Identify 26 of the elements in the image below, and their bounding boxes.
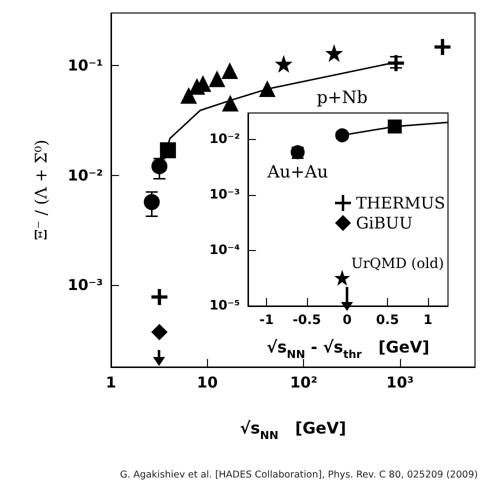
x-tick-label: 1 (106, 374, 116, 392)
x-tick-label: 0.5 (376, 313, 400, 328)
legend-label: GiBUU (356, 214, 413, 232)
y-tick-label: 10⁻⁴ (209, 242, 240, 258)
x-tick-label: 10³ (386, 374, 414, 392)
point (388, 120, 402, 134)
annotation: Au+Au (266, 162, 328, 183)
y-tick-label: 10⁻³ (209, 187, 240, 202)
x-tick-label: 10² (290, 374, 318, 392)
x-tick-label: -1 (259, 313, 274, 328)
text: G. Agakishiev et al. [HADES Collaboration], Phys. Rev. C 80, 025209 (2009) (120, 470, 478, 480)
x-tick-label: 10 (196, 374, 218, 392)
y-axis-title: Ξ⁻ / (Λ + Σ⁰) (32, 140, 50, 240)
x-tick-label: 1 (423, 313, 432, 328)
y-tick-label: 10⁻⁵ (209, 298, 240, 314)
y-tick-label: 10⁻² (209, 132, 240, 147)
y-tick-label: 10⁻¹ (68, 56, 103, 74)
point (335, 128, 350, 142)
legend-label: THERMUS (356, 194, 446, 212)
y-tick-label: 10⁻³ (68, 276, 103, 294)
x-tick-label: -0.5 (292, 313, 322, 328)
annotation: p+Nb (316, 88, 368, 108)
series-label: UrQMD (old) (351, 256, 444, 272)
point (335, 270, 350, 285)
y-tick-label: 10⁻² (68, 166, 103, 184)
x-tick-label: 0 (342, 313, 352, 328)
